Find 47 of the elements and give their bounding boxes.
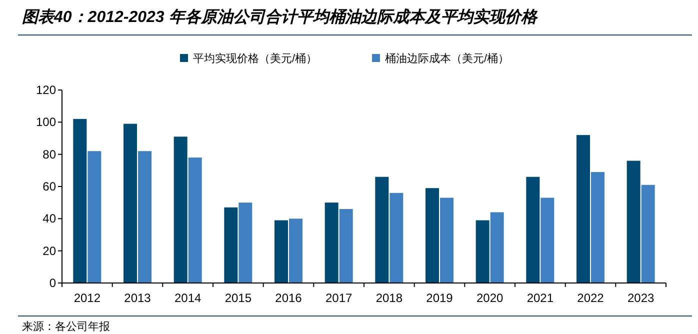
bar — [289, 218, 302, 283]
x-tick-label: 2022 — [577, 291, 604, 305]
y-tick-label: 40 — [42, 212, 56, 226]
bar — [73, 118, 87, 283]
bar — [390, 192, 404, 283]
bar — [174, 136, 188, 283]
bar — [540, 198, 554, 283]
y-tick-label: 60 — [42, 180, 56, 194]
bar — [476, 220, 490, 283]
y-tick-label: 20 — [42, 244, 56, 258]
chart-title: 图表40：2012-2023 年各原油公司合计平均桶油边际成本及平均实现价格 — [22, 8, 539, 26]
bar — [641, 184, 655, 283]
bar — [274, 220, 288, 283]
x-tick-label: 2023 — [627, 291, 655, 305]
bar — [339, 209, 353, 283]
y-tick-label: 0 — [49, 276, 56, 290]
bar — [224, 207, 238, 283]
bar — [626, 160, 640, 283]
x-tick-label: 2016 — [275, 291, 302, 305]
bar — [440, 198, 454, 283]
bar — [576, 135, 590, 283]
x-tick-label: 2019 — [426, 291, 454, 305]
x-tick-label: 2015 — [224, 291, 252, 305]
x-tick-label: 2012 — [74, 291, 101, 305]
bar — [138, 151, 152, 283]
x-tick-label: 2021 — [526, 291, 554, 305]
y-tick-label: 100 — [36, 115, 56, 130]
bar — [375, 176, 389, 283]
y-tick-label: 80 — [42, 147, 56, 162]
bar — [88, 151, 102, 283]
x-tick-label: 2020 — [476, 291, 504, 305]
source-note: 来源：各公司年报 — [22, 320, 110, 333]
bar — [238, 202, 252, 283]
bar — [124, 124, 137, 283]
x-tick-label: 2014 — [174, 291, 202, 305]
bar — [591, 172, 604, 283]
bar — [188, 158, 202, 283]
bar — [426, 188, 439, 283]
x-tick-label: 2017 — [325, 291, 353, 305]
x-tick-label: 2018 — [376, 291, 403, 305]
x-tick-label: 2013 — [124, 291, 152, 305]
bar — [324, 202, 338, 283]
legend-label: 桶油边际成本（美元/桶） — [385, 52, 510, 65]
legend-label: 平均实现价格（美元/桶） — [193, 52, 318, 65]
y-tick-label: 120 — [36, 83, 56, 97]
bar — [490, 212, 504, 283]
bar — [526, 176, 540, 283]
